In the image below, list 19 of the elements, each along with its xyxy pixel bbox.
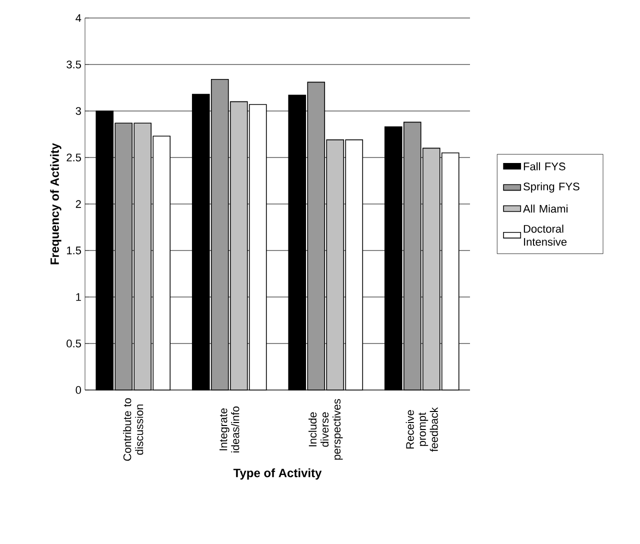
y-axis-title: Frequency of Activity: [50, 143, 62, 264]
y-tick-label: 2: [76, 200, 81, 208]
y-tick-label: 1.5: [67, 246, 81, 254]
y-tick-label: 0: [76, 386, 82, 394]
x-tick-label: Receive prompt feedback: [406, 407, 438, 452]
y-tick-label: 3.5: [66, 60, 81, 68]
x-tick-label: Contribute to discussion: [123, 398, 144, 461]
y-tick-label: 1: [76, 293, 81, 301]
legend-label: Doctoral Intensive: [524, 224, 567, 246]
x-axis-title: Type of Activity: [233, 468, 322, 480]
legend-label: All Miami: [523, 204, 568, 213]
y-tick-label: 0.5: [66, 340, 81, 348]
y-tick-label: 4: [76, 14, 82, 22]
x-tick-label: Integrate ideas/info: [220, 406, 240, 452]
y-tick-label: 2.5: [66, 154, 81, 162]
legend-label: Fall FYS: [524, 162, 566, 170]
legend-label: Spring FYS: [524, 182, 580, 193]
y-tick-label: 3: [76, 107, 81, 115]
x-tick-label: Include diverse perspectives: [308, 399, 343, 460]
